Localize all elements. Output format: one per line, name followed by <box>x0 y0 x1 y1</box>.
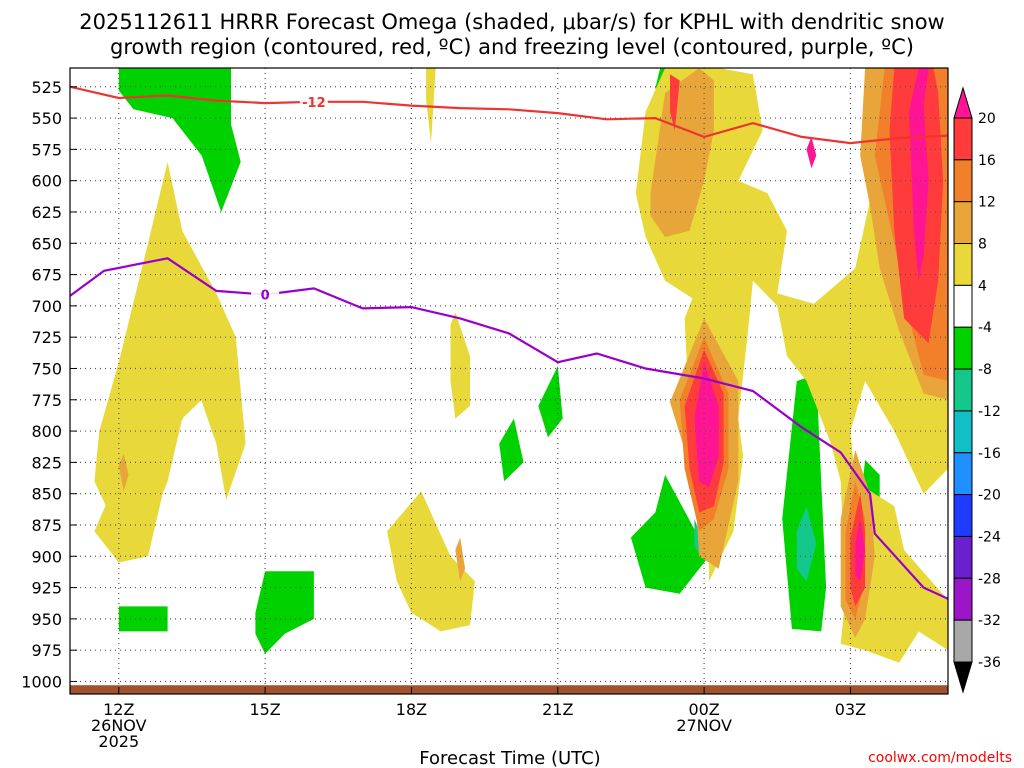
colorbar-label-8: -16 <box>978 446 1001 462</box>
colorbar-band-11 <box>953 535 973 579</box>
contour-lines: -12 0 <box>70 85 948 600</box>
y-tick-label-2: 575 <box>31 140 62 159</box>
y-tick-label-1: 550 <box>31 109 62 128</box>
colorbar-bottom-arrow <box>953 661 973 694</box>
omega-region-9 <box>694 518 700 554</box>
colorbar-label-4: 4 <box>978 278 987 294</box>
y-tick-label-16: 925 <box>31 579 62 598</box>
omega-shading <box>94 68 948 663</box>
colorbar-label-2: 12 <box>978 195 996 211</box>
colorbar-label-10: -24 <box>978 529 1001 545</box>
omega-region-33 <box>806 136 817 169</box>
colorbar-band-13 <box>953 619 973 663</box>
y-tick-label-8: 725 <box>31 328 62 347</box>
omega-region-6 <box>630 474 709 594</box>
colorbar-top-arrow <box>953 86 973 119</box>
credit-text: coolwx.com/modelts <box>868 750 1012 766</box>
plot-area: -12 0 525 550 575 600 625 650 675 700 725 750 775 800… <box>21 67 949 751</box>
x-tick-label-0-2: 2025 <box>98 732 139 751</box>
y-tick-label-7: 700 <box>31 297 62 316</box>
omega-region-17 <box>650 68 714 237</box>
plot-frame <box>69 67 949 695</box>
colorbar-band-2 <box>953 159 973 203</box>
y-tick-label-9: 750 <box>31 359 62 378</box>
contour-label-0: -12 <box>302 96 326 111</box>
x-tick-label-0-1: 26NOV <box>91 716 147 735</box>
x-tick-label-4-0: 00Z <box>688 700 719 719</box>
colorbar-band-1 <box>953 117 973 161</box>
chart-title-line2: growth region (contoured, red, ºC) and f… <box>110 35 914 59</box>
colorbar-label-6: -8 <box>978 362 992 378</box>
contour-label-bg-1 <box>251 286 280 303</box>
colorbar-band-4 <box>953 243 973 286</box>
contour-label-1: 0 <box>261 289 270 304</box>
omega-region-12 <box>94 161 246 563</box>
colorbar-label-11: -28 <box>978 571 1001 587</box>
colorbar-label-9: -20 <box>978 488 1001 504</box>
colorbar-label-3: 8 <box>978 237 987 253</box>
x-axis-label: Forecast Time (UTC) <box>419 748 600 768</box>
omega-region-2 <box>538 366 563 438</box>
colorbar-band-7 <box>953 368 973 412</box>
omega-region-32 <box>909 68 929 281</box>
colorbar-label-0: 20 <box>978 111 996 127</box>
colorbar: 20 16 12 8 4 -4 -8 -12 -16 -20 -24 -28 -32 -36 <box>953 86 1001 694</box>
y-tick-label-5: 650 <box>31 234 62 253</box>
omega-region-10 <box>796 506 817 582</box>
omega-region-0 <box>118 68 241 212</box>
colorbar-band-3 <box>953 201 973 245</box>
omega-region-14 <box>450 312 470 419</box>
colorbar-band-9 <box>953 452 973 496</box>
y-tick-label-18: 975 <box>31 641 62 660</box>
colorbar-band-10 <box>953 494 973 537</box>
colorbar-label-13: -36 <box>978 655 1001 671</box>
contour-label-bg-0 <box>299 93 328 110</box>
y-tick-label-4: 625 <box>31 203 62 222</box>
x-tick-label-1-0: 15Z <box>249 700 280 719</box>
colorbar-band-8 <box>953 410 973 454</box>
y-tick-label-0: 525 <box>31 78 62 97</box>
colorbar-band-12 <box>953 577 973 621</box>
omega-region-31 <box>855 518 866 582</box>
colorbar-label-5: -4 <box>978 320 992 336</box>
omega-region-15 <box>387 491 475 632</box>
terrain-surface <box>70 685 948 694</box>
contour-line-1 <box>70 257 948 600</box>
y-tick-label-6: 675 <box>31 266 62 285</box>
y-tick-label-11: 800 <box>31 422 62 441</box>
omega-region-20 <box>455 537 466 582</box>
y-tick-label-14: 875 <box>31 516 62 535</box>
x-tick-label-0-0: 12Z <box>103 700 134 719</box>
y-tick-label-15: 900 <box>31 547 62 566</box>
colorbar-label-7: -12 <box>978 404 1001 420</box>
omega-region-4 <box>255 571 314 654</box>
y-tick-label-12: 825 <box>31 453 62 472</box>
colorbar-label-1: 16 <box>978 153 996 169</box>
contour-line-0 <box>70 85 948 145</box>
y-tick-label-19: 1000 <box>21 672 62 691</box>
chart-title-line1: 2025112611 HRRR Forecast Omega (shaded, … <box>79 10 944 34</box>
colorbar-band-6 <box>953 326 973 370</box>
x-tick-label-3-0: 21Z <box>542 700 573 719</box>
y-tick-label-13: 850 <box>31 485 62 504</box>
x-tick-label-2-0: 18Z <box>396 700 427 719</box>
x-tick-label-5-0: 03Z <box>835 700 866 719</box>
x-tick-label-4-1: 27NOV <box>676 716 732 735</box>
y-tick-label-3: 600 <box>31 172 62 191</box>
omega-region-5 <box>118 606 168 632</box>
colorbar-band-5 <box>953 284 973 328</box>
y-tick-label-10: 775 <box>31 391 62 410</box>
colorbar-label-12: -32 <box>978 613 1001 629</box>
omega-region-7 <box>782 374 827 632</box>
omega-region-29 <box>670 74 680 131</box>
omega-region-30 <box>694 362 719 488</box>
omega-region-3 <box>499 418 524 482</box>
omega-region-19 <box>118 453 129 492</box>
y-tick-label-17: 950 <box>31 610 62 629</box>
